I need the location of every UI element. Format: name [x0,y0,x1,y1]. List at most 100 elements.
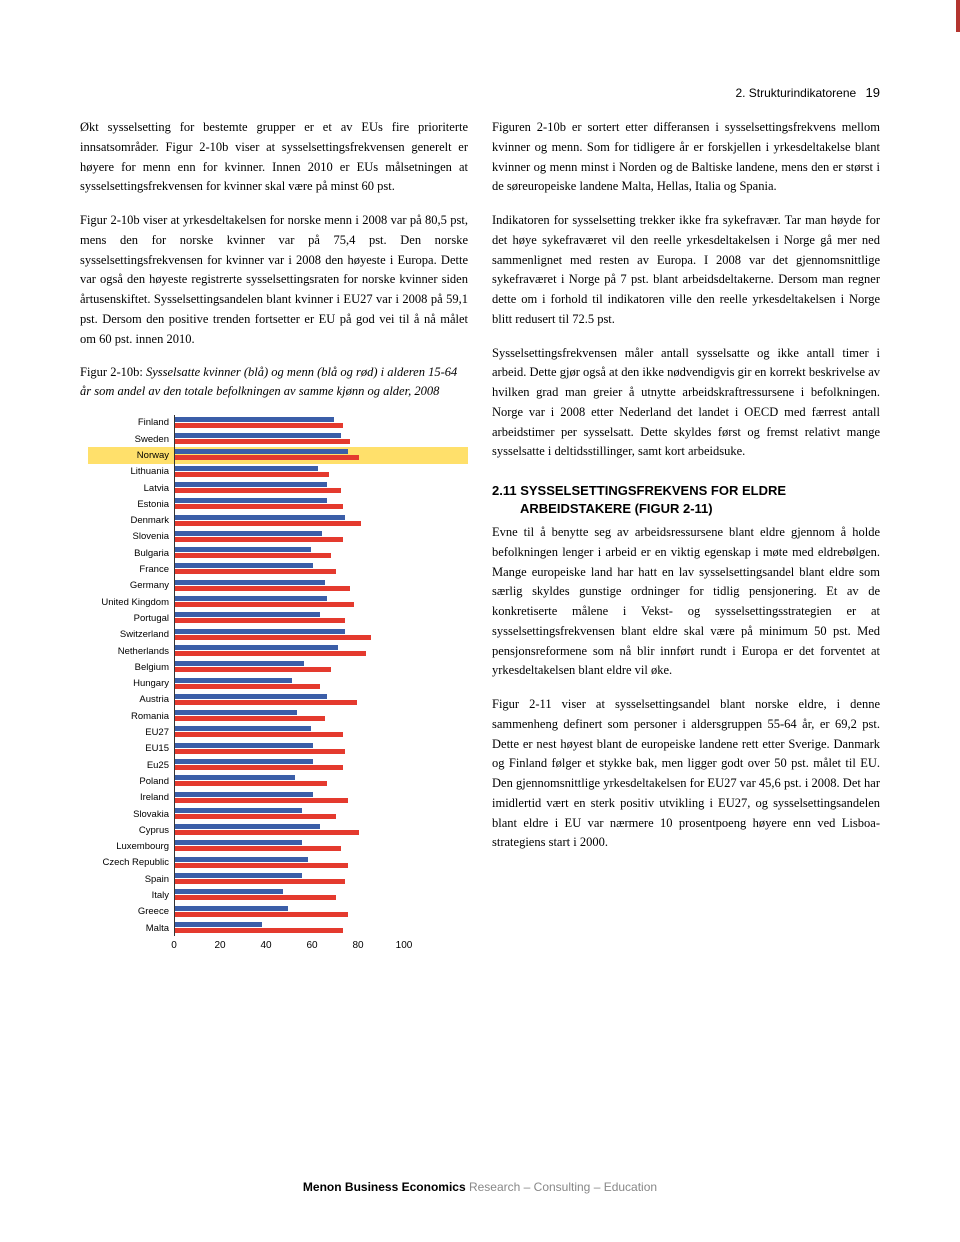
bar-red [175,912,348,917]
bar-blue [175,498,327,503]
chart-row-bars [174,480,404,496]
bar-red [175,830,359,835]
chart-row-label: Lithuania [88,464,174,479]
chart-row-label: France [88,562,174,577]
bar-red [175,455,359,460]
section-heading-line2: ARBEIDSTAKERE (FIGUR 2-11) [492,500,880,518]
chart-row-label: Romania [88,709,174,724]
bar-blue [175,694,327,699]
right-p2: Indikatoren for sysselsetting trekker ik… [492,211,880,330]
content-columns: Økt sysselsetting for bestemte grupper e… [80,118,880,952]
chart-row-bars [174,724,404,740]
chart-row: Romania [88,708,468,724]
bar-blue [175,759,313,764]
chart-row-label: Estonia [88,497,174,512]
chart-row-bars [174,887,404,903]
chart-row-label: Ireland [88,790,174,805]
bar-blue [175,661,304,666]
bar-red [175,814,336,819]
bar-blue [175,808,302,813]
bar-red [175,488,341,493]
bar-red [175,928,343,933]
left-column: Økt sysselsetting for bestemte grupper e… [80,118,468,952]
bar-red [175,472,329,477]
bar-red [175,569,336,574]
chart-row-bars [174,561,404,577]
bar-blue [175,580,325,585]
bar-red [175,602,354,607]
section-heading: 2.11 SYSSELSETTINGSFREKVENS FOR ELDRE AR… [492,482,880,517]
bar-blue [175,906,288,911]
bar-red [175,798,348,803]
chart-row: Germany [88,578,468,594]
chart-row: Spain [88,871,468,887]
chart-row-label: Finland [88,415,174,430]
chart-row: Bulgaria [88,545,468,561]
chart-row: Finland [88,415,468,431]
bar-blue [175,612,320,617]
axis-tick: 100 [396,938,413,954]
bar-red [175,651,366,656]
right-column: Figuren 2-10b er sortert etter differans… [492,118,880,952]
chart-row-label: Germany [88,578,174,593]
bar-red [175,732,343,737]
bar-red [175,749,345,754]
bar-red [175,700,357,705]
chart-row: Slovenia [88,529,468,545]
chart-axis: 020406080100 [88,938,468,952]
chart-row-label: Eu25 [88,758,174,773]
chart-row-label: Austria [88,692,174,707]
chart-row-bars [174,822,404,838]
bar-blue [175,433,341,438]
chart-row: Malta [88,920,468,936]
page-footer: Menon Business Economics Research – Cons… [0,1180,960,1194]
bar-blue [175,857,308,862]
right-p4: Evne til å benytte seg av arbeidsressurs… [492,523,880,681]
chart-row-bars [174,773,404,789]
bar-red [175,553,331,558]
chart-row: Eu25 [88,757,468,773]
chart-row-label: Hungary [88,676,174,691]
chart-row-bars [174,545,404,561]
bar-red [175,586,350,591]
right-p3: Sysselsettingsfrekvensen måler antall sy… [492,344,880,463]
footer-tagline: Research – Consulting – Education [466,1180,657,1194]
right-p1: Figuren 2-10b er sortert etter differans… [492,118,880,197]
chart-row-label: Greece [88,904,174,919]
chart-row-label: Portugal [88,611,174,626]
bar-red [175,781,327,786]
chart-row: Ireland [88,790,468,806]
chart-row-label: United Kingdom [88,595,174,610]
bar-blue [175,710,297,715]
chart-row-label: Norway [88,448,174,463]
chart-row-bars [174,920,404,936]
chart-row-bars [174,496,404,512]
bar-blue [175,922,262,927]
bar-blue [175,840,302,845]
bar-red [175,846,341,851]
bar-red [175,863,348,868]
chart-row: Hungary [88,676,468,692]
left-p1: Økt sysselsetting for bestemte grupper e… [80,118,468,197]
bar-chart: FinlandSwedenNorwayLithuaniaLatviaEstoni… [88,415,468,953]
chart-row-label: Spain [88,872,174,887]
bar-blue [175,466,318,471]
chart-row: Greece [88,904,468,920]
chart-row-label: Switzerland [88,627,174,642]
chart-row-bars [174,855,404,871]
bar-red [175,537,343,542]
bar-blue [175,824,320,829]
chart-row: EU27 [88,724,468,740]
chart-row: Luxembourg [88,838,468,854]
bar-blue [175,873,302,878]
chart-row: Poland [88,773,468,789]
bar-red [175,635,371,640]
chart-row-label: Italy [88,888,174,903]
chart-row-bars [174,578,404,594]
chart-row-bars [174,904,404,920]
chart-row-bars [174,838,404,854]
chart-row-label: Bulgaria [88,546,174,561]
chart-row: Switzerland [88,627,468,643]
axis-tick: 40 [260,938,271,954]
chart-row: Netherlands [88,643,468,659]
